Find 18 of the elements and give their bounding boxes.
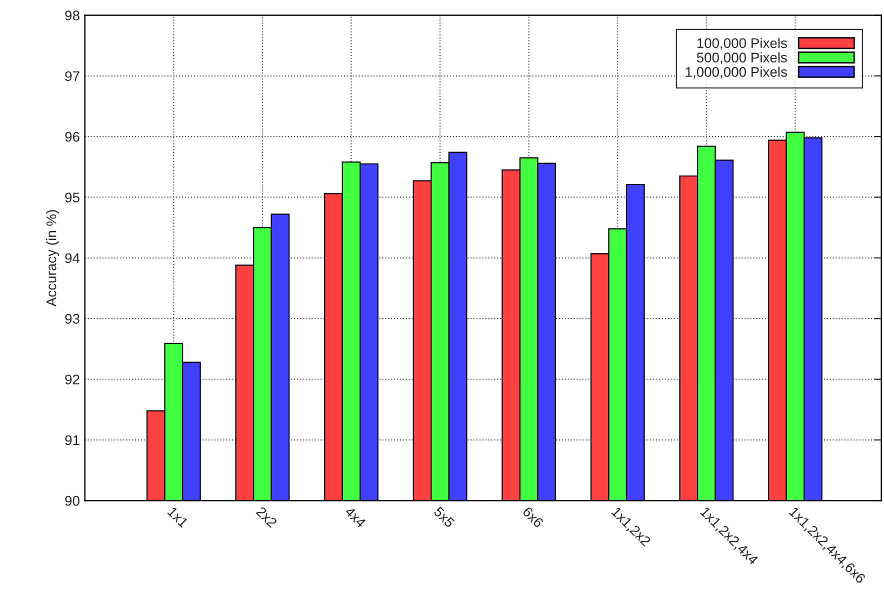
y-tick-label: 93 (65, 314, 80, 324)
x-tick-label: 1x1 (167, 506, 189, 528)
y-tick-label: 90 (65, 496, 80, 506)
legend-label: 1,000,000 Pixels (686, 66, 787, 79)
legend-label: 100,000 Pixels (697, 38, 787, 50)
y-tick-label: 92 (65, 374, 80, 384)
x-tick-label: 4x4 (344, 506, 366, 528)
x-tick-label: 6x6 (522, 506, 544, 528)
y-tick-label: 91 (65, 435, 80, 446)
y-tick-label: 95 (65, 192, 80, 202)
y-tick-label: 97 (65, 71, 80, 82)
y-tick-label: 96 (65, 132, 80, 142)
x-tick-label: 5x5 (433, 506, 456, 528)
legend-label: 500,000 Pixels (696, 52, 787, 64)
x-tick-label: 2x2 (256, 506, 278, 528)
y-axis-title: Accuracy (in %) (46, 210, 59, 307)
y-tick-label: 98 (65, 10, 80, 20)
y-tick-label: 94 (65, 253, 80, 264)
